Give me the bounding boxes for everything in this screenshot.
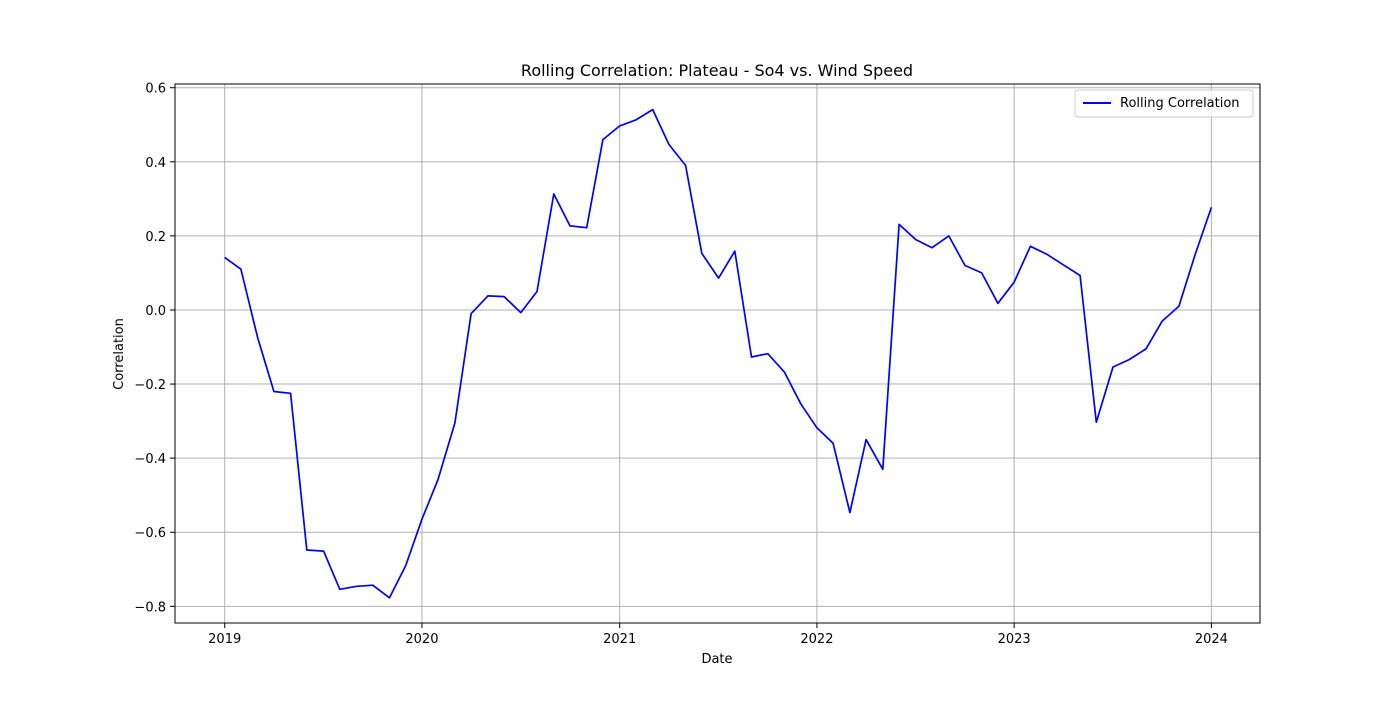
x-tick-label: 2020 <box>405 632 438 647</box>
x-axis-label: Date <box>701 652 732 667</box>
x-tick-label: 2021 <box>603 632 636 647</box>
ticks: 2019 2020 2021 2022 2023 2024 −0.8 −0.6 −0.4 −0.2… <box>134 82 1227 647</box>
y-tick-label: 0.6 <box>145 82 166 97</box>
grid <box>175 84 1260 623</box>
x-tick-label: 2023 <box>998 632 1031 647</box>
chart-title: Rolling Correlation: Plateau - So4 vs. W… <box>521 61 913 80</box>
y-tick-label: −0.8 <box>134 600 166 615</box>
legend-box <box>1074 89 1254 118</box>
y-axis-label: Correlation <box>112 318 127 390</box>
series-layer <box>224 108 1213 599</box>
y-tick-label: 0.2 <box>145 230 166 245</box>
y-tick-label: −0.6 <box>134 526 166 541</box>
y-tick-label: 0.0 <box>145 304 166 319</box>
legend: Rolling Correlation <box>1074 89 1254 118</box>
plot-frame <box>174 83 1261 624</box>
legend-label: Rolling Correlation <box>1120 96 1240 111</box>
x-tick-label: 2019 <box>208 632 241 647</box>
y-tick-label: −0.2 <box>134 378 166 393</box>
y-tick-label: −0.4 <box>134 452 166 467</box>
series-line-rolling-correlation <box>224 108 1213 599</box>
x-tick-label: 2024 <box>1195 632 1228 647</box>
x-tick-label: 2022 <box>800 632 833 647</box>
y-tick-label: 0.4 <box>145 156 166 171</box>
